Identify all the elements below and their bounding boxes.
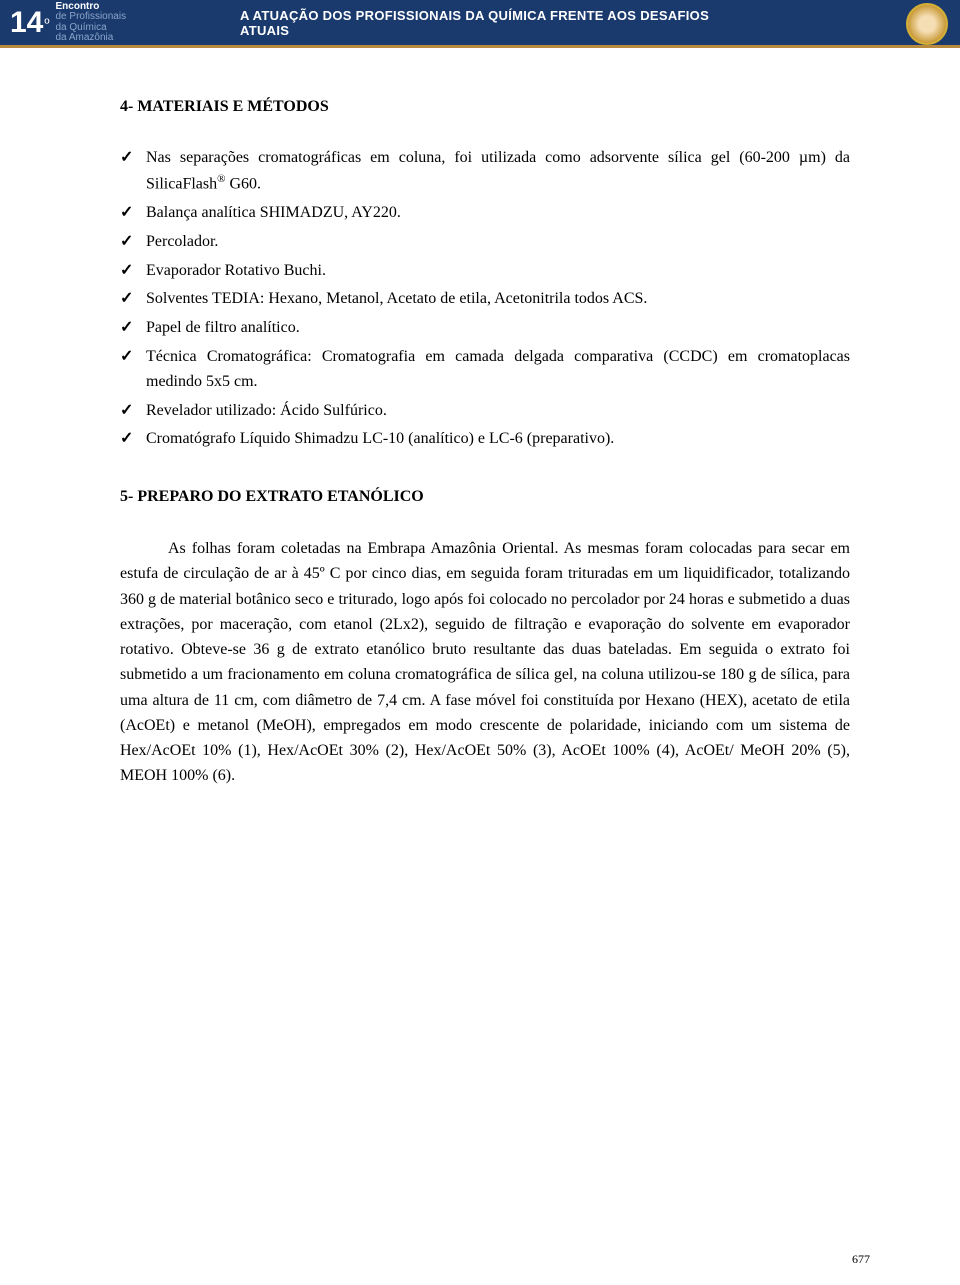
page-content: 4- MATERIAIS E MÉTODOS Nas separações cr…	[0, 48, 960, 829]
section-4-heading: 4- MATERIAIS E MÉTODOS	[120, 98, 850, 116]
list-item: Evaporador Rotativo Buchi.	[146, 259, 850, 284]
section-5-heading: 5- PREPARO DO EXTRATO ETANÓLICO	[120, 488, 850, 506]
header-banner: 14º Encontro de Profissionais da Química…	[0, 0, 960, 48]
section-5-paragraph: As folhas foram coletadas na Embrapa Ama…	[120, 536, 850, 789]
list-item: Revelador utilizado: Ácido Sulfúrico.	[146, 399, 850, 424]
organization-logo-icon	[906, 3, 948, 45]
event-number: 14	[10, 6, 43, 40]
list-item: Nas separações cromatográficas em coluna…	[146, 146, 850, 197]
event-name-line2c: da Amazônia	[56, 33, 127, 44]
banner-title: A ATUAÇÃO DOS PROFISSIONAIS DA QUÍMICA F…	[240, 8, 720, 38]
event-name-block: Encontro de Profissionais da Química da …	[56, 2, 127, 44]
degree-symbol: º	[44, 15, 49, 31]
list-item: Percolador.	[146, 230, 850, 255]
list-item: Balança analítica SHIMADZU, AY220.	[146, 201, 850, 226]
materials-list: Nas separações cromatográficas em coluna…	[120, 146, 850, 452]
event-name-line2a: de Profissionais	[56, 12, 127, 23]
page-number: 677	[852, 1252, 870, 1267]
list-item: Cromatógrafo Líquido Shimadzu LC-10 (ana…	[146, 427, 850, 452]
list-item: Papel de filtro analítico.	[146, 316, 850, 341]
list-item: Técnica Cromatográfica: Cromatografia em…	[146, 345, 850, 395]
list-item: Solventes TEDIA: Hexano, Metanol, Acetat…	[146, 287, 850, 312]
banner-left-block: 14º Encontro de Profissionais da Química…	[0, 2, 126, 44]
